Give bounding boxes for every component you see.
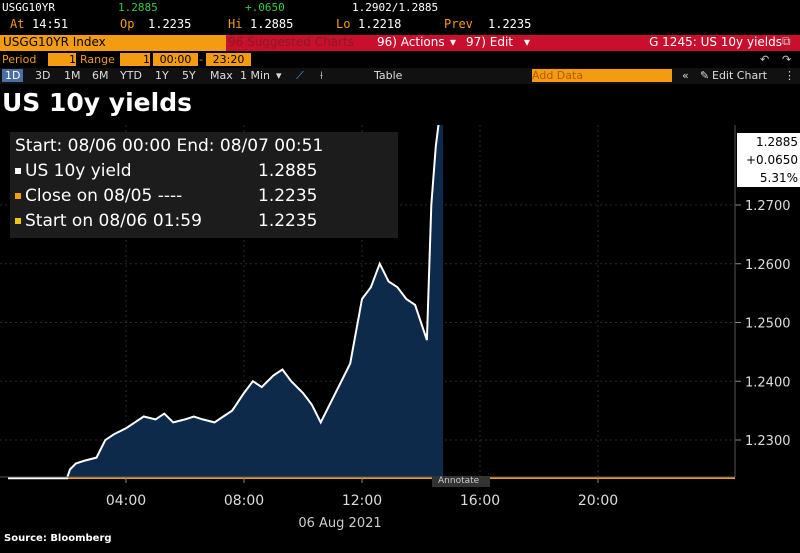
- tab-1m[interactable]: 1M: [64, 69, 81, 82]
- quote-stats: At 14:51 Op 1.2235 Hi 1.2885 Lo 1.2218 P…: [0, 16, 800, 34]
- security-name: USGG10YR Index: [3, 35, 106, 49]
- legend-range: Start: 08/06 00:00 End: 08/07 00:51: [15, 136, 324, 156]
- legend-item-start[interactable]: Start on 08/06 01:59: [15, 211, 202, 231]
- legend-value-start: 1.2235: [258, 211, 318, 231]
- at-label: At: [10, 17, 25, 31]
- range-input[interactable]: 1: [120, 53, 150, 66]
- y-tick-label: 1.2700: [745, 199, 791, 214]
- y-tick-label: 1.2400: [745, 375, 791, 390]
- range-value: 1: [143, 53, 150, 66]
- quote-range: 1.2902/1.2885: [352, 1, 439, 14]
- x-tick-label: 16:00: [460, 493, 500, 509]
- collapse-icon[interactable]: «: [682, 69, 689, 82]
- annotate-button[interactable]: Annotate: [432, 476, 490, 487]
- annotate-label: Annotate: [438, 476, 480, 486]
- lo-label: Lo: [336, 17, 351, 31]
- x-axis-title: 06 Aug 2021: [298, 516, 381, 531]
- tab-ytd[interactable]: YTD: [120, 69, 142, 82]
- legend-swatch-close: [15, 193, 21, 199]
- add-data-input[interactable]: Add Data: [532, 69, 672, 82]
- tab-6m[interactable]: 6M: [92, 69, 109, 82]
- op-value: 1.2235: [148, 17, 192, 31]
- last-value-label: 1.2885: [756, 135, 798, 149]
- legend-label-yield: US 10y yield: [25, 161, 132, 181]
- edit-chart-button[interactable]: Edit Chart: [712, 69, 768, 82]
- legend-label-close: Close on 08/05 ----: [25, 186, 183, 206]
- redo-icon[interactable]: ↷: [782, 53, 792, 66]
- at-time: 14:51: [32, 17, 69, 31]
- lo-value: 1.2218: [358, 17, 402, 31]
- page-title-tag: G 1245: US 10y yields: [649, 35, 782, 49]
- change-label: +0.0650: [746, 153, 798, 167]
- time-separator: -: [199, 53, 203, 66]
- x-tick-label: 04:00: [106, 493, 146, 509]
- chart-type-icon[interactable]: ⟊: [320, 69, 323, 82]
- x-tick-label: 12:00: [342, 493, 382, 509]
- pct-change-label: 5.31%: [760, 171, 798, 185]
- source-note: Source: Bloomberg: [4, 533, 112, 544]
- legend-value-close: 1.2235: [258, 186, 318, 206]
- line-chart-icon[interactable]: ⟋: [296, 69, 304, 82]
- y-tick-label: 1.2300: [745, 434, 791, 449]
- x-tick-label: 20:00: [578, 493, 618, 509]
- prev-label: Prev: [444, 17, 473, 31]
- x-tick-label: 08:00: [224, 493, 264, 509]
- tab-3d[interactable]: 3D: [35, 69, 51, 82]
- y-axis: 1.2300 1.2400 1.2500 1.2600 1.2700: [735, 199, 791, 449]
- prev-value: 1.2235: [488, 17, 532, 31]
- hi-value: 1.2885: [250, 17, 294, 31]
- quote-change: +.0650: [245, 1, 285, 14]
- tab-1d[interactable]: 1D: [2, 69, 24, 82]
- x-axis: 04:00 08:00 12:00 16:00 20:00: [106, 477, 618, 509]
- yield-area: [67, 125, 444, 479]
- period-label: Period: [2, 53, 37, 66]
- tab-max[interactable]: Max: [210, 69, 233, 82]
- undo-icon[interactable]: ↶: [760, 53, 770, 66]
- period-input[interactable]: 1: [48, 53, 76, 66]
- timeframe-tabs: 1D 3D 1M 6M YTD 1Y 5Y Max 1 Min ▾ ⟋ ⟊ Ta…: [0, 68, 800, 84]
- actions-menu-button[interactable]: 96) Actions: [377, 35, 445, 49]
- yield-chart[interactable]: 1.2300 1.2400 1.2500 1.2600 1.2700 04:00 08:0…: [0, 125, 800, 535]
- last-value-box: [737, 133, 800, 187]
- quote-last: 1.2885: [118, 1, 158, 14]
- interval-dropdown-icon: ▾: [276, 69, 282, 82]
- edit-dropdown-icon: ▾: [524, 35, 531, 49]
- pencil-icon: ✎: [700, 69, 710, 82]
- table-button[interactable]: Table: [374, 69, 403, 82]
- security-input[interactable]: USGG10YR Index: [0, 35, 226, 51]
- actions-dropdown-icon: ▾: [450, 35, 457, 49]
- hi-label: Hi: [228, 17, 243, 31]
- command-bar: USGG10YR Index 96 Suggested Charts 96) A…: [0, 35, 800, 51]
- legend-item-close[interactable]: Close on 08/05 ----: [15, 186, 182, 206]
- y-tick-label: 1.2600: [745, 258, 791, 273]
- add-data-label: Add Data: [532, 69, 584, 82]
- period-row: Period 1 Range 1 00:00 - 23:20 ↶ ↷: [0, 53, 800, 67]
- suggested-charts-button[interactable]: 96 Suggested Charts: [228, 35, 354, 49]
- chart-title: US 10y yields: [2, 88, 192, 117]
- more-options-icon[interactable]: ⋮: [784, 69, 795, 82]
- tab-1y[interactable]: 1Y: [155, 69, 169, 82]
- window-corner-icon[interactable]: ⧉: [782, 34, 791, 48]
- y-tick-label: 1.2500: [745, 317, 791, 332]
- legend-value-yield: 1.2885: [258, 161, 318, 181]
- legend-item-yield[interactable]: US 10y yield: [15, 161, 132, 181]
- tab-5y[interactable]: 5Y: [182, 69, 196, 82]
- time-to-input[interactable]: 23:20: [206, 53, 251, 66]
- quote-bar: USGG10YR 1.2885 +.0650 1.2902/1.2885: [0, 0, 800, 16]
- legend-panel: Start: 08/06 00:00 End: 08/07 00:51 US 1…: [10, 132, 398, 238]
- legend-swatch-start: [15, 218, 21, 224]
- edit-menu-button[interactable]: 97) Edit: [466, 35, 514, 49]
- legend-swatch-yield: [15, 168, 21, 174]
- interval-select[interactable]: 1 Min: [240, 69, 271, 82]
- op-label: Op: [120, 17, 135, 31]
- range-label: Range: [80, 53, 115, 66]
- legend-label-start: Start on 08/06 01:59: [25, 211, 202, 231]
- time-to: 23:20: [212, 53, 245, 66]
- time-from-input[interactable]: 00:00: [153, 53, 198, 66]
- period-value: 1: [69, 53, 76, 66]
- yield-line: [8, 125, 440, 480]
- quote-ticker: USGG10YR: [2, 1, 55, 14]
- time-from: 00:00: [159, 53, 192, 66]
